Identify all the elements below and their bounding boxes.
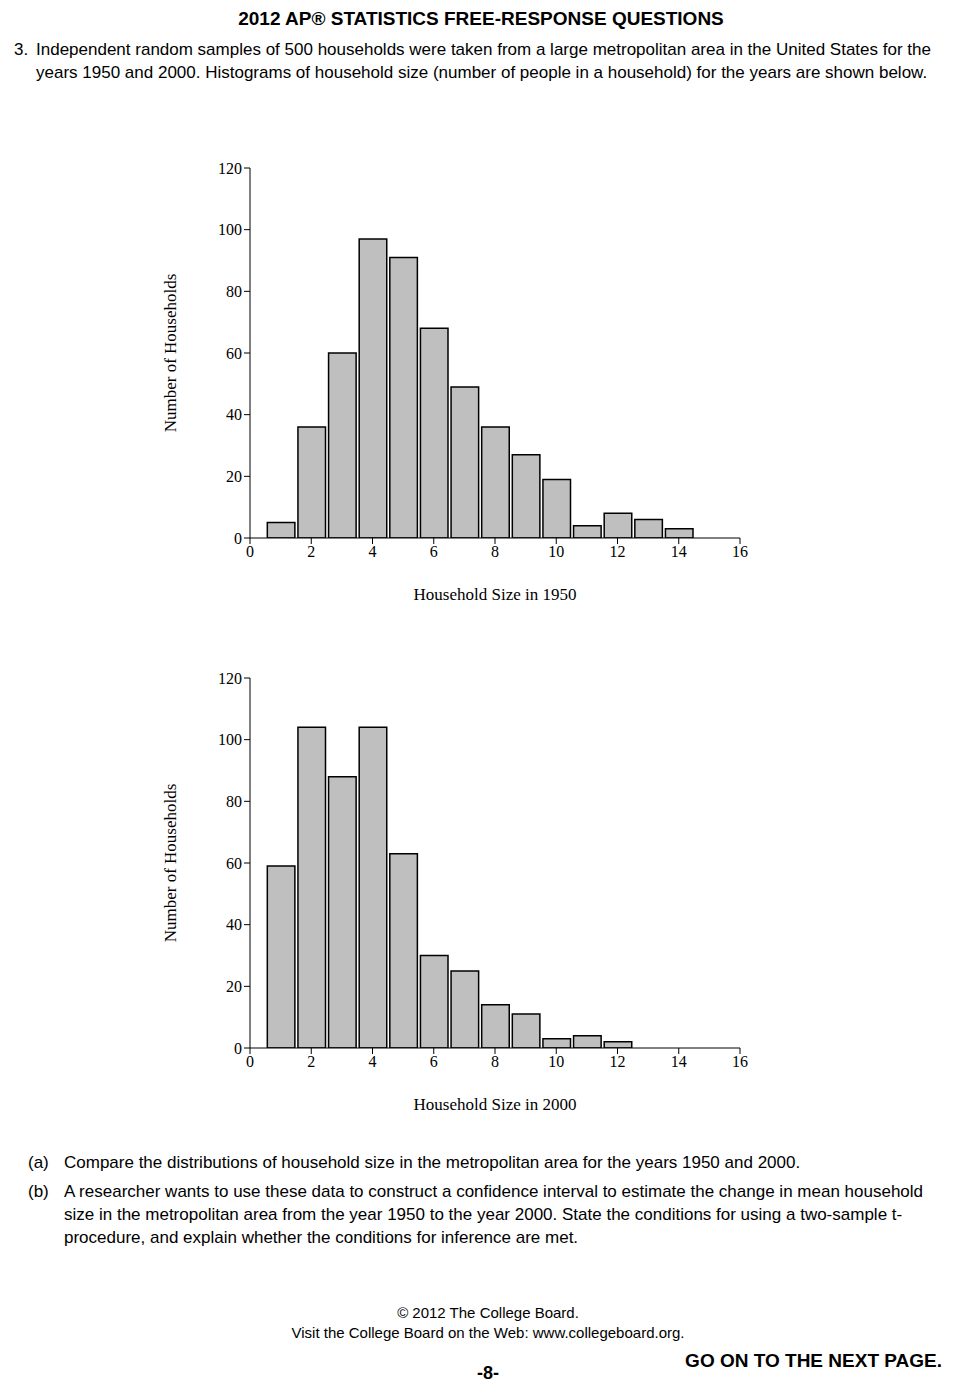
svg-text:120: 120 [218, 670, 242, 687]
html-text:2012 AP® STATISTICS FREE-RESPO: 2012 AP® STATISTICS FREE-RESPONSE QUESTI… [238, 8, 724, 29]
svg-text:2: 2 [307, 1053, 315, 1070]
svg-text:Household Size in 2000: Household Size in 2000 [414, 1095, 577, 1114]
svg-text:4: 4 [369, 1053, 377, 1070]
html-text:-8-: -8- [477, 1363, 499, 1383]
svg-text:0: 0 [234, 530, 242, 547]
html-text:Independent random samples of: Independent random samples of 500 househ… [36, 40, 931, 82]
svg-text:100: 100 [218, 221, 242, 238]
svg-text:80: 80 [226, 283, 242, 300]
svg-text:60: 60 [226, 345, 242, 362]
svg-text:80: 80 [226, 793, 242, 810]
svg-text:Household Size in 1950: Household Size in 1950 [414, 585, 577, 604]
html-text:Visit the College Board on the: Visit the College Board on the Web: www.… [291, 1324, 685, 1341]
svg-text:60: 60 [226, 855, 242, 872]
svg-text:20: 20 [226, 468, 242, 485]
svg-text:0: 0 [246, 543, 254, 560]
svg-text:100: 100 [218, 731, 242, 748]
html-text:(a): (a) [28, 1153, 49, 1172]
svg-text:6: 6 [430, 543, 438, 560]
svg-text:16: 16 [732, 543, 748, 560]
svg-text:2: 2 [307, 543, 315, 560]
svg-text:0: 0 [234, 1040, 242, 1057]
html-text:(b): (b) [28, 1182, 49, 1201]
html-text:GO ON TO THE NEXT PAGE.: GO ON TO THE NEXT PAGE. [685, 1350, 942, 1371]
svg-text:40: 40 [226, 406, 242, 423]
svg-text:20: 20 [226, 978, 242, 995]
svg-text:40: 40 [226, 916, 242, 933]
html-text:© 2012 The College Board.: © 2012 The College Board. [397, 1304, 579, 1321]
svg-text:14: 14 [671, 1053, 687, 1070]
svg-text:Number of Households: Number of Households [161, 274, 180, 433]
svg-text:12: 12 [610, 1053, 626, 1070]
html-text:A researcher wants to use thes: A researcher wants to use these data to … [64, 1182, 923, 1247]
svg-text:14: 14 [671, 543, 687, 560]
svg-text:0: 0 [246, 1053, 254, 1070]
svg-text:10: 10 [548, 543, 564, 560]
html-text:3.: 3. [14, 40, 29, 59]
svg-text:16: 16 [732, 1053, 748, 1070]
svg-text:10: 10 [548, 1053, 564, 1070]
svg-text:Number of Households: Number of Households [161, 784, 180, 943]
html-text:Compare the distributions of h: Compare the distributions of household s… [64, 1153, 801, 1172]
svg-text:8: 8 [491, 543, 499, 560]
svg-text:6: 6 [430, 1053, 438, 1070]
svg-text:12: 12 [610, 543, 626, 560]
svg-text:120: 120 [218, 160, 242, 177]
svg-text:8: 8 [491, 1053, 499, 1070]
svg-text:4: 4 [369, 543, 377, 560]
